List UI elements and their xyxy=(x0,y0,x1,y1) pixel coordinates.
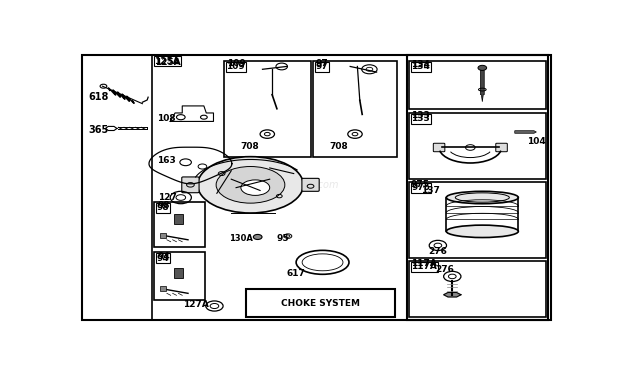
Bar xyxy=(407,55,551,320)
Text: 276: 276 xyxy=(435,265,454,274)
Text: 708: 708 xyxy=(330,142,348,151)
Text: 97: 97 xyxy=(316,62,328,71)
Text: 127: 127 xyxy=(158,193,177,202)
Bar xyxy=(246,289,394,317)
Text: 365: 365 xyxy=(88,125,108,135)
FancyArrow shape xyxy=(480,70,484,102)
Text: 104: 104 xyxy=(527,137,546,146)
Text: 109: 109 xyxy=(226,62,245,71)
Ellipse shape xyxy=(241,180,270,195)
Text: 975: 975 xyxy=(411,180,430,189)
Ellipse shape xyxy=(198,157,303,213)
Text: eReplacementParts.com: eReplacementParts.com xyxy=(219,180,339,190)
Text: 134: 134 xyxy=(412,62,430,71)
Text: 97: 97 xyxy=(316,59,329,68)
Text: 98: 98 xyxy=(157,201,170,210)
Text: 117A: 117A xyxy=(412,262,437,271)
Text: 133: 133 xyxy=(412,114,430,123)
Text: 94: 94 xyxy=(157,254,169,263)
Circle shape xyxy=(254,235,262,239)
Bar xyxy=(409,61,546,109)
Text: 94: 94 xyxy=(157,252,170,261)
Text: 133: 133 xyxy=(411,111,430,120)
FancyArrow shape xyxy=(515,131,536,133)
Text: 975: 975 xyxy=(412,183,430,193)
Ellipse shape xyxy=(216,167,285,203)
Polygon shape xyxy=(444,292,461,297)
Bar xyxy=(409,113,546,179)
FancyBboxPatch shape xyxy=(496,143,507,152)
Bar xyxy=(174,214,184,224)
Bar xyxy=(313,61,397,157)
Text: 109: 109 xyxy=(227,59,246,68)
FancyBboxPatch shape xyxy=(302,178,319,191)
Text: 134: 134 xyxy=(411,60,430,69)
Bar xyxy=(154,253,205,300)
Text: 618: 618 xyxy=(88,93,108,102)
Text: 130A: 130A xyxy=(229,234,253,243)
Ellipse shape xyxy=(446,225,518,238)
Text: 95: 95 xyxy=(277,234,290,243)
Text: 98: 98 xyxy=(157,203,169,212)
Text: 163: 163 xyxy=(157,156,175,165)
Circle shape xyxy=(478,66,487,70)
Text: 276: 276 xyxy=(428,247,447,255)
Text: CHOKE SYSTEM: CHOKE SYSTEM xyxy=(281,299,360,308)
Bar xyxy=(174,268,184,278)
Bar xyxy=(409,261,546,317)
Bar xyxy=(152,55,407,320)
Bar xyxy=(224,61,311,157)
Text: 125A: 125A xyxy=(156,58,181,67)
Text: 108: 108 xyxy=(157,114,175,123)
Text: 137: 137 xyxy=(421,186,440,195)
Bar xyxy=(409,182,546,258)
Text: 617: 617 xyxy=(286,269,306,278)
Text: 125A: 125A xyxy=(154,57,180,66)
Bar xyxy=(160,286,166,291)
FancyBboxPatch shape xyxy=(433,143,445,152)
Ellipse shape xyxy=(446,191,518,204)
FancyBboxPatch shape xyxy=(182,177,199,193)
Text: 127A: 127A xyxy=(184,300,209,309)
Text: 708: 708 xyxy=(241,142,260,151)
Bar xyxy=(154,202,205,247)
Text: 117A: 117A xyxy=(411,259,437,268)
Bar xyxy=(160,233,166,238)
